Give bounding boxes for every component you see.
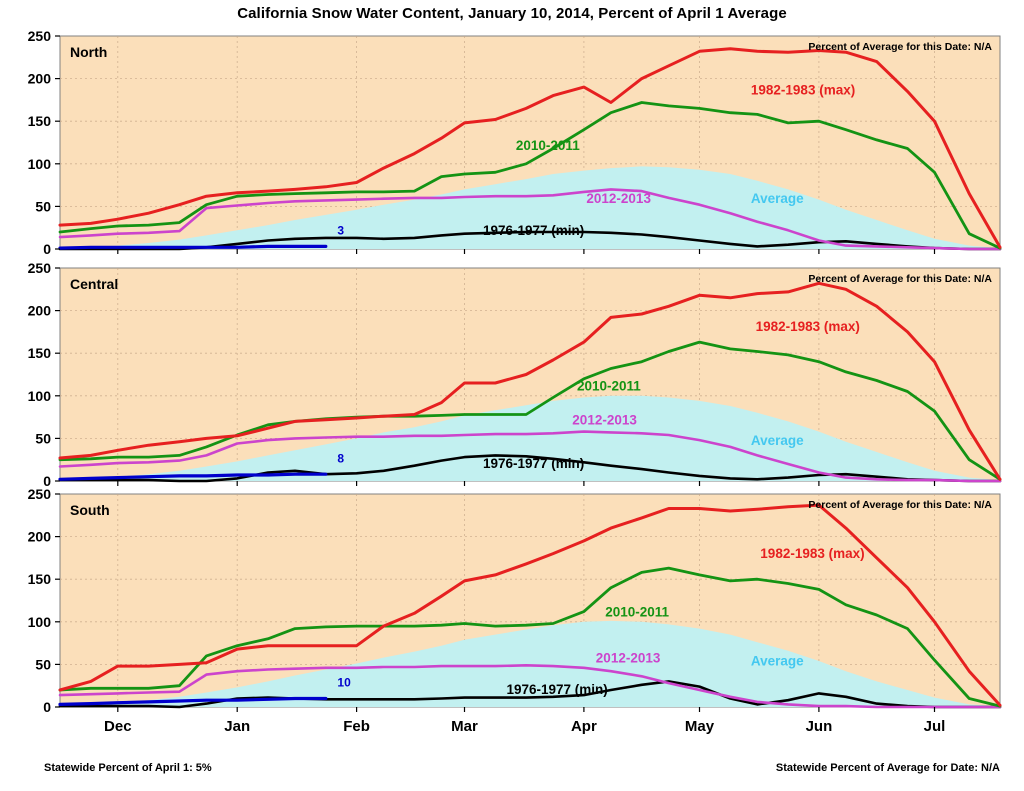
y-axis-tick-label: 150	[28, 571, 52, 587]
series-line-current-year	[58, 472, 328, 481]
y-axis-tick-label: 250	[28, 30, 52, 44]
series-line-2010-2011	[58, 566, 1002, 708]
series-line-2012-2013	[58, 188, 1002, 251]
y-axis-tick-label: 250	[28, 488, 52, 502]
y-axis-tick-label: 0	[43, 699, 51, 715]
y-axis-tick-label: 100	[28, 388, 52, 404]
average-area-fill	[60, 395, 1000, 481]
series-line-min-1976-1977	[58, 454, 1002, 483]
panel-region-label: Central	[70, 276, 118, 292]
panel-percent-of-average-note: Percent of Average for this Date: N/A	[808, 273, 992, 285]
panel-region-label: South	[70, 502, 110, 518]
y-axis-tick-label: 50	[35, 198, 51, 214]
series-line-max-1982-1983	[58, 281, 1002, 481]
current-year-value-label: 8	[337, 451, 344, 465]
series-label-average: Average	[751, 191, 804, 206]
footer-statewide-average: Statewide Percent of Average for Date: N…	[775, 762, 1000, 774]
series-line-current-year	[58, 696, 328, 706]
x-axis-tick-label: Feb	[343, 718, 370, 735]
series-label-max: 1982-1983 (max)	[760, 546, 864, 561]
panel-region-label: North	[70, 44, 107, 60]
series-label-2010-2011: 2010-2011	[577, 379, 641, 394]
series-label-2010-2011: 2010-2011	[516, 138, 580, 153]
series-label-average: Average	[751, 433, 804, 448]
y-axis-tick-label: 100	[28, 614, 52, 630]
chart-panel-north: 0 50 100 150 200 250 North Percent of Average f…	[0, 30, 1024, 262]
series-label-min: 1976-1977 (min)	[507, 682, 608, 697]
average-area-fill	[60, 166, 1000, 249]
current-year-value-label: 3	[337, 224, 344, 238]
y-axis-tick-label: 200	[28, 303, 52, 319]
series-label-average: Average	[751, 654, 804, 669]
series-label-min: 1976-1977 (min)	[483, 456, 584, 471]
x-axis-tick-label: Jun	[806, 718, 833, 735]
series-label-2010-2011: 2010-2011	[605, 605, 669, 620]
y-axis-tick-label: 200	[28, 71, 52, 87]
y-axis-tick-label: 250	[28, 262, 52, 276]
y-axis-tick-label: 0	[43, 241, 51, 257]
x-axis-tick-label: Mar	[451, 718, 478, 735]
x-axis-tick-label: Jul	[924, 718, 946, 735]
x-axis-tick-label: Jan	[224, 718, 250, 735]
panel-percent-of-average-note: Percent of Average for this Date: N/A	[808, 41, 992, 53]
series-line-2012-2013	[58, 664, 1002, 709]
series-line-2010-2011	[58, 101, 1002, 250]
series-label-min: 1976-1977 (min)	[483, 223, 584, 238]
x-axis-tick-label: Apr	[571, 718, 597, 735]
current-year-value-label: 10	[337, 676, 351, 690]
chart-panel-south: 0 50 100 150 200 250 South Percent of Average f…	[0, 488, 1024, 754]
y-axis-tick-label: 150	[28, 345, 52, 361]
y-axis-tick-label: 0	[43, 473, 51, 489]
series-label-2012-2013: 2012-2013	[572, 413, 637, 428]
series-label-2012-2013: 2012-2013	[596, 650, 661, 665]
footer: Statewide Percent of April 1: 5% Statewi…	[0, 762, 1024, 782]
series-line-max-1982-1983	[58, 503, 1002, 707]
chart-panel-central: 0 50 100 150 200 250 Central Percent of Average…	[0, 262, 1024, 494]
series-line-2012-2013	[58, 430, 1002, 483]
series-label-2012-2013: 2012-2013	[586, 191, 651, 206]
y-axis-tick-label: 150	[28, 113, 52, 129]
series-line-2010-2011	[58, 340, 1002, 481]
y-axis-tick-label: 50	[35, 430, 51, 446]
series-label-max: 1982-1983 (max)	[751, 83, 855, 98]
series-label-max: 1982-1983 (max)	[756, 319, 860, 334]
average-area-fill	[60, 620, 1000, 707]
y-axis-tick-label: 100	[28, 156, 52, 172]
series-line-min-1976-1977	[58, 680, 1002, 709]
x-axis-tick-label: Dec	[104, 718, 132, 735]
series-line-current-year	[58, 244, 328, 250]
y-axis-tick-label: 200	[28, 529, 52, 545]
x-axis-tick-label: May	[685, 718, 715, 735]
page-title: California Snow Water Content, January 1…	[237, 5, 787, 22]
y-axis-tick-label: 50	[35, 656, 51, 672]
series-line-max-1982-1983	[58, 47, 1002, 249]
panel-percent-of-average-note: Percent of Average for this Date: N/A	[808, 499, 992, 511]
footer-statewide-april1: Statewide Percent of April 1: 5%	[44, 762, 212, 774]
